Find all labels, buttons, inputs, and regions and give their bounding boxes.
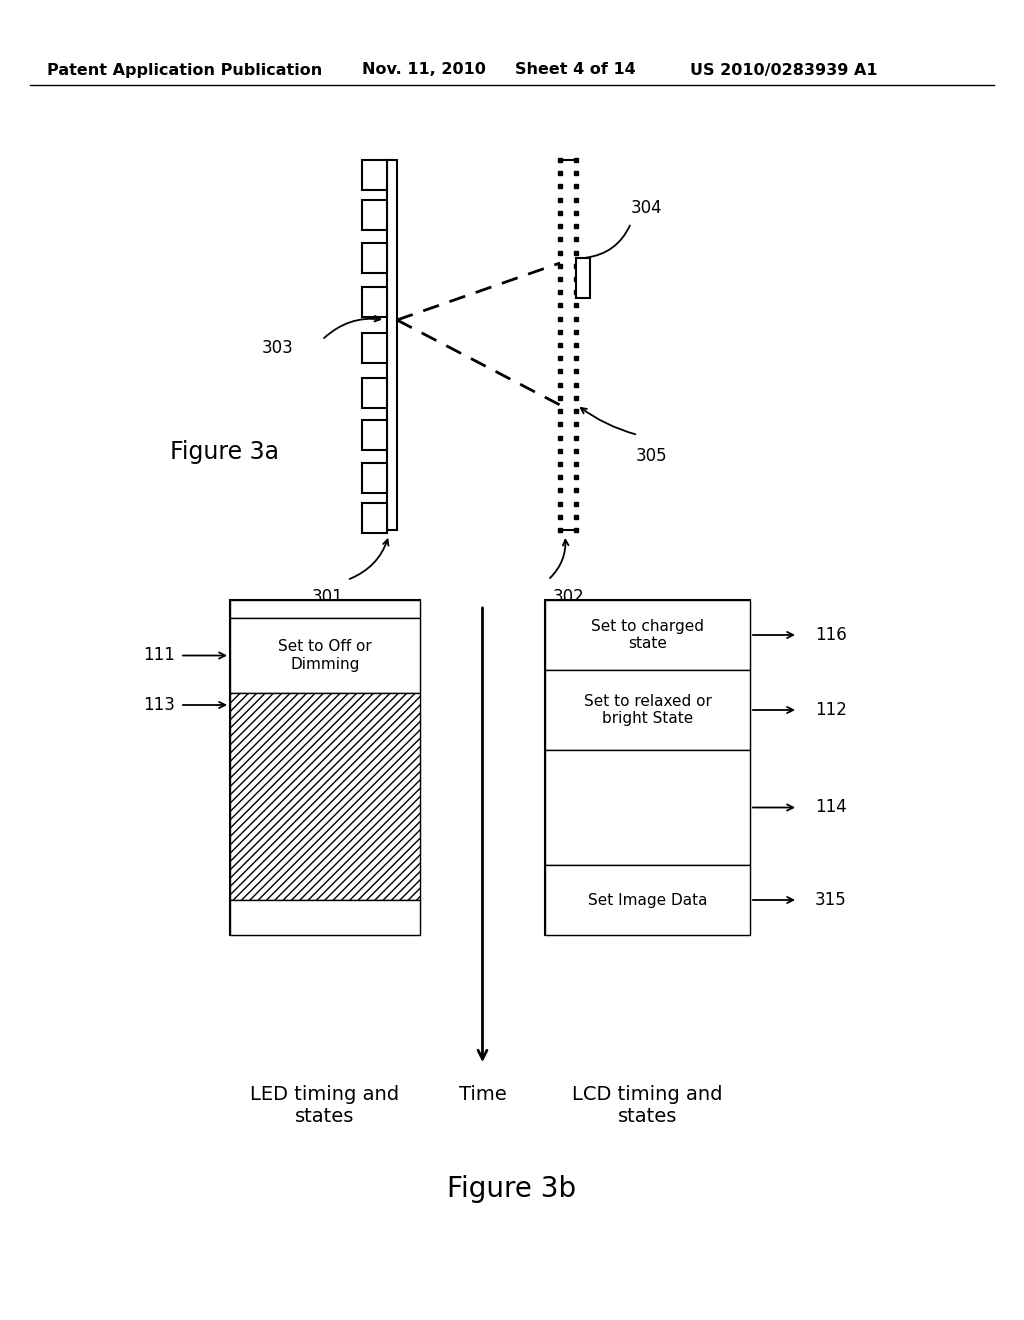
Text: Time: Time [459,1085,507,1104]
Text: 301: 301 [312,587,344,606]
Text: Figure 3a: Figure 3a [170,440,279,465]
Bar [545,601,750,671]
Text: 116: 116 [815,626,847,644]
Bar [387,160,397,531]
Bar [230,693,420,900]
Text: Set to charged
state: Set to charged state [591,619,705,651]
Bar [230,601,420,935]
Text: Sheet 4 of 14: Sheet 4 of 14 [515,62,636,78]
Text: 303: 303 [262,339,294,356]
Text: LED timing and
states: LED timing and states [251,1085,399,1126]
Text: LCD timing and
states: LCD timing and states [572,1085,723,1126]
Bar [230,900,420,935]
Text: Set to Off or
Dimming: Set to Off or Dimming [279,639,372,672]
Bar [362,243,387,273]
Text: Set Image Data: Set Image Data [588,892,708,908]
Text: Figure 3b: Figure 3b [447,1175,577,1203]
Text: 112: 112 [815,701,847,719]
Bar [362,420,387,450]
Text: 304: 304 [631,199,663,216]
Bar [545,671,750,750]
Text: 111: 111 [143,647,175,664]
Bar [545,601,750,935]
Text: Set to relaxed or
bright State: Set to relaxed or bright State [584,694,712,726]
Text: US 2010/0283939 A1: US 2010/0283939 A1 [690,62,878,78]
Text: Patent Application Publication: Patent Application Publication [47,62,323,78]
Text: 302: 302 [553,587,585,606]
Bar [230,601,420,618]
Bar [545,750,750,865]
Bar [362,463,387,492]
Bar [362,503,387,533]
Bar [362,286,387,317]
Text: 113: 113 [143,696,175,714]
Bar [362,201,387,230]
Text: 315: 315 [815,891,847,909]
Bar [230,618,420,693]
Text: Nov. 11, 2010: Nov. 11, 2010 [362,62,485,78]
Bar [362,333,387,363]
Bar [545,865,750,935]
Text: 305: 305 [636,447,668,465]
Bar [362,160,387,190]
Bar [362,378,387,408]
Bar [575,257,590,298]
Text: 114: 114 [815,799,847,817]
